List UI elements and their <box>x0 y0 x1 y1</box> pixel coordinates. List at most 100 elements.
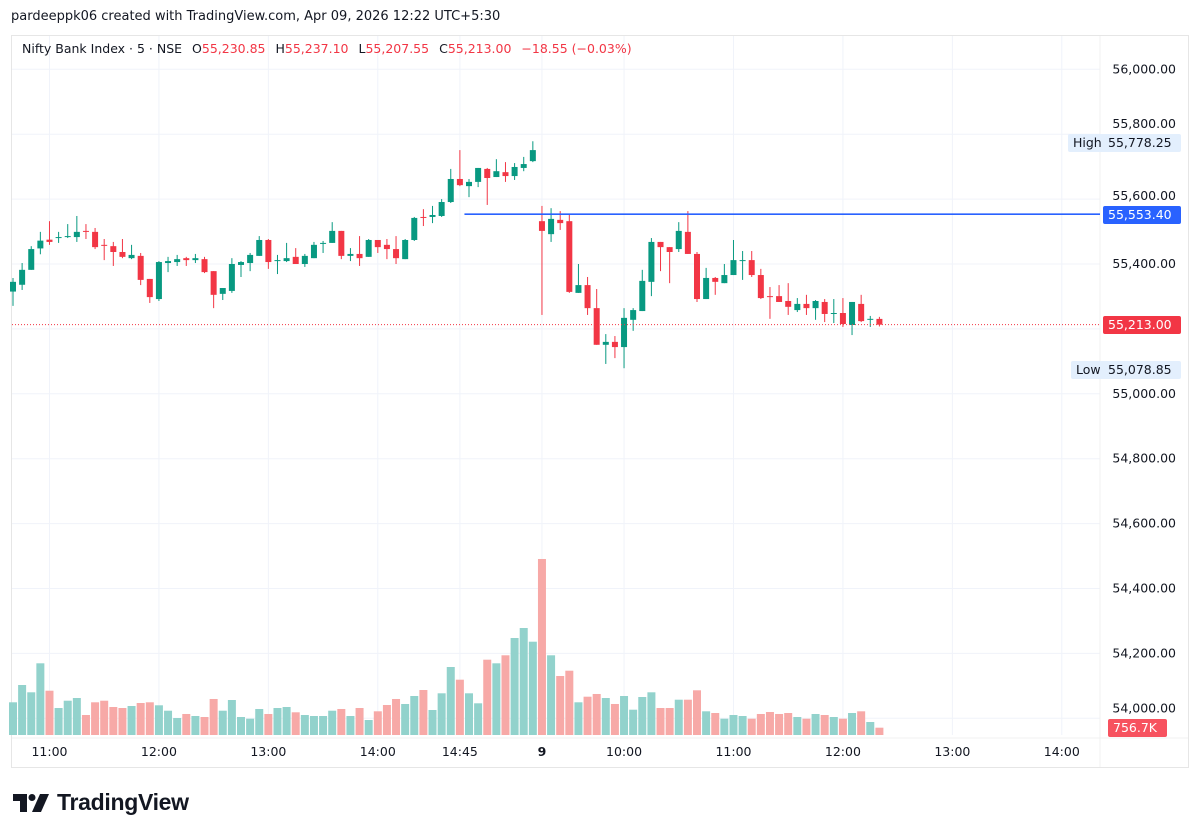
candle[interactable] <box>420 209 427 227</box>
candle[interactable] <box>712 276 719 295</box>
candle[interactable] <box>55 231 62 243</box>
candle[interactable] <box>575 264 582 293</box>
candle[interactable] <box>648 238 655 297</box>
volume-bar <box>164 710 173 735</box>
candle[interactable] <box>839 298 846 327</box>
candle[interactable] <box>794 298 801 313</box>
candle[interactable] <box>748 251 755 277</box>
candle[interactable] <box>383 239 390 260</box>
candle[interactable] <box>593 288 600 345</box>
candle[interactable] <box>730 239 737 276</box>
candle[interactable] <box>238 261 244 277</box>
candle[interactable] <box>776 285 783 302</box>
candle-body <box>493 171 500 178</box>
candle[interactable] <box>493 159 500 178</box>
candle[interactable] <box>37 231 44 255</box>
candle[interactable] <box>666 247 673 284</box>
candle[interactable] <box>584 276 591 315</box>
candle[interactable] <box>721 264 728 284</box>
candle[interactable] <box>447 168 454 203</box>
candle[interactable] <box>247 252 254 272</box>
candle[interactable] <box>365 239 372 257</box>
candle[interactable] <box>155 261 162 301</box>
candle[interactable] <box>292 248 299 264</box>
candle[interactable] <box>694 251 700 302</box>
candle[interactable] <box>548 208 555 242</box>
candle[interactable] <box>812 300 819 320</box>
candle[interactable] <box>466 178 472 198</box>
candle[interactable] <box>146 278 153 303</box>
candle[interactable] <box>566 214 573 293</box>
candle[interactable] <box>703 267 710 300</box>
candle[interactable] <box>684 211 691 254</box>
candle[interactable] <box>329 222 336 243</box>
candle[interactable] <box>475 167 482 188</box>
tradingview-logo[interactable]: TradingView <box>13 789 189 816</box>
candle[interactable] <box>119 239 126 259</box>
candle[interactable] <box>219 288 226 301</box>
candle[interactable] <box>830 299 837 324</box>
candle[interactable] <box>356 236 363 266</box>
candle[interactable] <box>803 294 810 315</box>
candle[interactable] <box>101 239 108 261</box>
candle[interactable] <box>867 315 874 327</box>
candle[interactable] <box>46 221 53 245</box>
candle[interactable] <box>28 246 35 270</box>
candle[interactable] <box>10 277 16 306</box>
candle[interactable] <box>210 271 217 309</box>
candle[interactable] <box>639 269 646 312</box>
candle[interactable] <box>64 224 71 239</box>
candle[interactable] <box>283 242 290 263</box>
candle[interactable] <box>438 199 445 217</box>
candle[interactable] <box>347 248 354 262</box>
candle[interactable] <box>429 205 436 224</box>
candle[interactable] <box>411 216 418 241</box>
candle[interactable] <box>137 252 144 286</box>
candle[interactable] <box>301 253 308 267</box>
candle[interactable] <box>785 283 792 315</box>
candle[interactable] <box>821 299 828 323</box>
candle[interactable] <box>228 258 235 293</box>
candle[interactable] <box>174 254 181 266</box>
candle[interactable] <box>529 141 536 163</box>
candle[interactable] <box>256 236 263 256</box>
candle[interactable] <box>456 150 463 187</box>
candle[interactable] <box>766 287 773 319</box>
candle[interactable] <box>265 239 272 269</box>
candle[interactable] <box>858 294 865 323</box>
candle[interactable] <box>82 224 89 240</box>
candle[interactable] <box>92 227 99 250</box>
candle[interactable] <box>192 253 199 264</box>
candle[interactable] <box>511 163 518 180</box>
candle[interactable] <box>611 336 618 359</box>
candle[interactable] <box>110 241 117 266</box>
candle[interactable] <box>310 241 317 259</box>
candle[interactable] <box>128 244 135 260</box>
candle[interactable] <box>165 256 172 273</box>
candle[interactable] <box>201 256 208 274</box>
candle[interactable] <box>621 308 628 369</box>
candle[interactable] <box>19 263 26 290</box>
candle[interactable] <box>538 205 545 315</box>
candle[interactable] <box>374 239 381 253</box>
candle[interactable] <box>484 167 491 205</box>
candle[interactable] <box>338 230 345 260</box>
volume-bar <box>501 655 510 735</box>
candle[interactable] <box>520 156 527 172</box>
candle[interactable] <box>630 308 637 331</box>
candle[interactable] <box>73 215 80 242</box>
candle[interactable] <box>657 241 664 272</box>
candle[interactable] <box>757 268 764 300</box>
candle[interactable] <box>739 251 746 280</box>
candle[interactable] <box>402 239 409 260</box>
candle[interactable] <box>675 222 682 252</box>
candle[interactable] <box>183 256 190 266</box>
candle[interactable] <box>502 162 509 182</box>
candle[interactable] <box>849 301 856 336</box>
candle[interactable] <box>274 254 281 275</box>
candle[interactable] <box>602 334 609 364</box>
candle[interactable] <box>393 236 400 264</box>
candle[interactable] <box>320 240 327 253</box>
symbol-name[interactable]: Nifty Bank Index · 5 · NSE <box>22 41 183 56</box>
